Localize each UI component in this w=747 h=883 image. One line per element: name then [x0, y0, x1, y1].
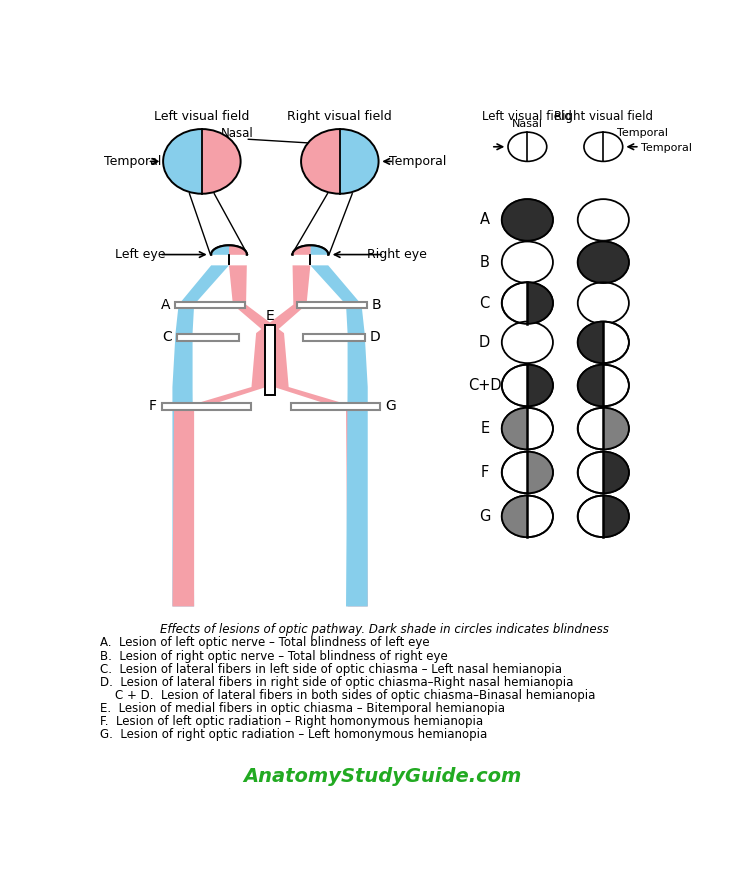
Text: Right visual field: Right visual field — [288, 109, 392, 123]
Polygon shape — [527, 452, 553, 494]
Text: C+D: C+D — [468, 378, 501, 393]
Text: E.  Lesion of medial fibers in optic chiasma – Bitemporal hemianopia: E. Lesion of medial fibers in optic chia… — [99, 702, 504, 715]
Text: B: B — [371, 298, 381, 312]
Polygon shape — [229, 245, 247, 254]
Ellipse shape — [502, 365, 553, 406]
Polygon shape — [604, 452, 629, 494]
Ellipse shape — [502, 408, 553, 449]
Text: D: D — [479, 335, 490, 350]
Text: A: A — [161, 298, 170, 312]
Polygon shape — [229, 266, 368, 607]
Text: Right visual field: Right visual field — [554, 109, 653, 123]
Text: G: G — [479, 509, 491, 524]
Ellipse shape — [577, 321, 629, 363]
Polygon shape — [527, 283, 553, 324]
Ellipse shape — [502, 321, 553, 363]
Ellipse shape — [502, 283, 553, 324]
Text: Temporal: Temporal — [642, 143, 692, 153]
Polygon shape — [310, 245, 328, 254]
Polygon shape — [527, 365, 553, 406]
Ellipse shape — [301, 129, 379, 193]
Text: C + D.  Lesion of lateral fibers in both sides of optic chiasma–Binasal hemianop: C + D. Lesion of lateral fibers in both … — [99, 689, 595, 702]
Text: Temporal: Temporal — [388, 155, 446, 168]
Text: F.  Lesion of left optic radiation – Right homonymous hemianopia: F. Lesion of left optic radiation – Righ… — [99, 715, 483, 728]
Text: Nasal: Nasal — [220, 127, 253, 140]
Polygon shape — [211, 245, 229, 254]
Polygon shape — [293, 245, 311, 254]
Text: Right eye: Right eye — [367, 248, 427, 261]
Text: G.  Lesion of right optic radiation – Left homonymous hemianopia: G. Lesion of right optic radiation – Lef… — [99, 728, 487, 741]
Ellipse shape — [577, 283, 629, 324]
Ellipse shape — [163, 129, 241, 193]
Ellipse shape — [502, 241, 553, 283]
Text: Temporal: Temporal — [617, 127, 669, 138]
Ellipse shape — [577, 241, 629, 283]
Ellipse shape — [508, 132, 547, 162]
Polygon shape — [293, 245, 311, 254]
Text: A.  Lesion of left optic nerve – Total blindness of left eye: A. Lesion of left optic nerve – Total bl… — [99, 637, 430, 650]
Bar — [291, 404, 380, 410]
Ellipse shape — [577, 452, 629, 494]
Polygon shape — [202, 129, 241, 193]
Text: D: D — [369, 330, 380, 344]
Text: Left visual field: Left visual field — [154, 109, 249, 123]
Ellipse shape — [502, 495, 553, 537]
Polygon shape — [502, 408, 527, 449]
Ellipse shape — [502, 200, 553, 241]
Polygon shape — [604, 408, 629, 449]
Text: E: E — [266, 309, 274, 323]
Polygon shape — [604, 495, 629, 537]
Bar — [177, 334, 239, 341]
Text: C: C — [480, 296, 490, 311]
Polygon shape — [173, 266, 310, 607]
Text: F: F — [480, 465, 489, 480]
Polygon shape — [310, 245, 328, 254]
Bar — [265, 326, 275, 395]
Polygon shape — [229, 245, 247, 254]
Polygon shape — [301, 129, 340, 193]
Ellipse shape — [577, 408, 629, 449]
Bar — [297, 301, 367, 308]
Bar — [161, 404, 251, 410]
Ellipse shape — [577, 495, 629, 537]
Bar — [175, 301, 244, 308]
Ellipse shape — [584, 132, 623, 162]
Ellipse shape — [577, 200, 629, 241]
Text: E: E — [480, 421, 489, 436]
Ellipse shape — [502, 452, 553, 494]
Text: Effects of lesions of optic pathway. Dark shade in circles indicates blindness: Effects of lesions of optic pathway. Dar… — [160, 623, 609, 637]
Ellipse shape — [577, 365, 629, 406]
Text: Left visual field: Left visual field — [483, 109, 572, 123]
Text: A: A — [480, 213, 490, 228]
Polygon shape — [577, 365, 604, 406]
Text: Temporal: Temporal — [105, 155, 161, 168]
Bar — [303, 334, 365, 341]
Polygon shape — [310, 266, 368, 607]
Polygon shape — [211, 245, 229, 254]
Text: Left eye: Left eye — [115, 248, 166, 261]
Text: G: G — [385, 399, 395, 413]
Polygon shape — [577, 321, 604, 363]
Text: C.  Lesion of lateral fibers in left side of optic chiasma – Left nasal hemianop: C. Lesion of lateral fibers in left side… — [99, 662, 562, 675]
Text: B: B — [480, 255, 490, 270]
Text: C: C — [163, 330, 173, 344]
Polygon shape — [173, 266, 229, 607]
Text: B.  Lesion of right optic nerve – Total blindness of right eye: B. Lesion of right optic nerve – Total b… — [99, 650, 447, 662]
Polygon shape — [502, 495, 527, 537]
Text: AnatomyStudyGuide.com: AnatomyStudyGuide.com — [244, 766, 521, 786]
Text: D.  Lesion of lateral fibers in right side of optic chiasma–Right nasal hemianop: D. Lesion of lateral fibers in right sid… — [99, 675, 573, 689]
Text: F: F — [149, 399, 157, 413]
Text: Nasal: Nasal — [512, 119, 543, 129]
